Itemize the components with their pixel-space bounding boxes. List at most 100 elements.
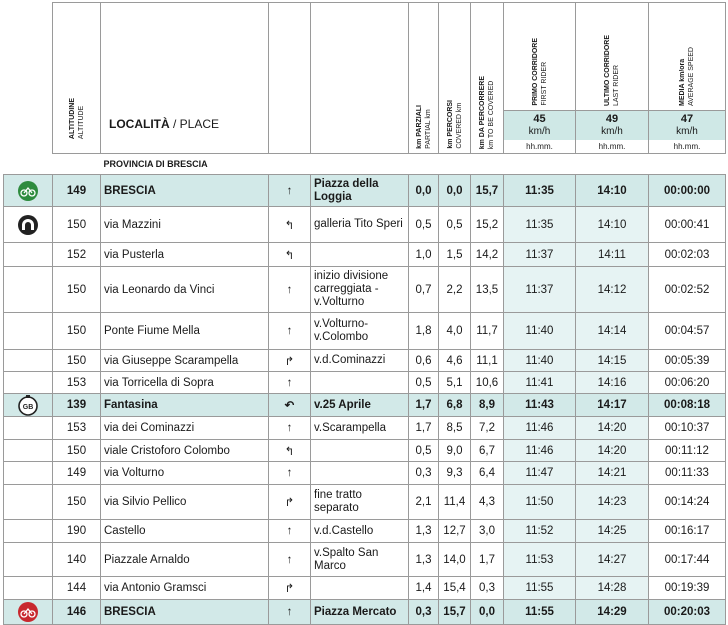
- speed: 45: [533, 113, 546, 125]
- partial-km: 0,5: [408, 371, 439, 394]
- covered-km: 15,7: [438, 599, 471, 625]
- remaining-km: 13,5: [470, 266, 504, 313]
- covered-km: 12,7: [438, 519, 471, 543]
- direction: ↱: [268, 349, 311, 372]
- section-spacer: [4, 154, 53, 175]
- icon-cell: [3, 416, 53, 440]
- last-rider-time: 14:11: [575, 242, 649, 267]
- place: BRESCIA: [100, 174, 269, 207]
- altitude: 153: [52, 371, 101, 394]
- stage-icon: [18, 214, 38, 235]
- direction: ↰: [268, 206, 311, 243]
- altitude: 146: [52, 599, 101, 625]
- svg-text:GB: GB: [23, 404, 34, 411]
- last-rider-time: 14:27: [575, 542, 649, 577]
- altitude: 150: [52, 266, 101, 313]
- last-rider-time: 14:29: [575, 599, 649, 625]
- covered-km: 0,5: [438, 206, 471, 243]
- header-en: ALTITUDE: [77, 105, 85, 139]
- first-rider-time: 11:40: [503, 312, 576, 350]
- last-rider-time: 14:20: [575, 416, 649, 440]
- header-en: km TO BE COVERED: [488, 80, 495, 149]
- partial-km: 0,3: [408, 599, 439, 625]
- partial-km: 0,0: [408, 174, 439, 207]
- stage-icon: [18, 602, 38, 622]
- header-last: ULTIMO CORRIDORE LAST RIDER 49 km/h hh.mm.: [575, 2, 649, 154]
- last-rider-time: 14:15: [575, 349, 649, 372]
- header-it: km DA PERCORRERE: [479, 75, 486, 149]
- direction: ↑: [268, 599, 311, 625]
- icon-cell: [3, 439, 53, 462]
- altitude: 150: [52, 349, 101, 372]
- icon-cell: [3, 174, 53, 207]
- remaining-km: 14,2: [470, 242, 504, 267]
- average-time: 00:05:39: [648, 349, 726, 372]
- format: hh.mm.: [526, 142, 553, 151]
- road: [310, 371, 409, 394]
- header-road: [310, 2, 409, 154]
- covered-km: 4,6: [438, 349, 471, 372]
- covered-km: 11,4: [438, 484, 471, 520]
- itinerary-row: 150 via Leonardo da Vinci ↑ inizio division…: [3, 266, 726, 313]
- altitude: 152: [52, 242, 101, 267]
- average-time: 00:04:57: [648, 312, 726, 350]
- average-time: 00:19:39: [648, 576, 726, 600]
- partial-km: 1,3: [408, 519, 439, 543]
- covered-km: 5,1: [438, 371, 471, 394]
- stage-icon: GB: [18, 395, 38, 416]
- direction: ↰: [268, 439, 311, 462]
- first-rider-time: 11:37: [503, 266, 576, 313]
- last-rider-time: 14:10: [575, 174, 649, 207]
- covered-km: 9,3: [438, 461, 471, 485]
- itinerary-row: 153 via Torricella di Sopra ↑ 0,5 5,1 10,6 11:…: [3, 371, 726, 394]
- place: Piazzale Arnaldo: [100, 542, 269, 577]
- remaining-km: 6,7: [470, 439, 504, 462]
- section-title: PROVINCIA DI BRESCIA: [100, 153, 726, 175]
- direction: ↑: [268, 519, 311, 543]
- speed: 47: [680, 113, 694, 125]
- partial-km: 1,4: [408, 576, 439, 600]
- partial-km: 0,6: [408, 349, 439, 372]
- partial-km: 1,7: [408, 393, 439, 417]
- header-direction: [268, 2, 311, 154]
- altitude: 139: [52, 393, 101, 417]
- unit: km/h: [528, 126, 551, 137]
- partial-km: 1,3: [408, 542, 439, 577]
- header-en: LAST RIDER: [613, 64, 620, 106]
- covered-km: 6,8: [438, 393, 471, 417]
- header-remaining: km DA PERCORRERE km TO BE COVERED: [470, 2, 504, 154]
- place: via Giuseppe Scarampella: [100, 349, 269, 372]
- remaining-km: 11,1: [470, 349, 504, 372]
- itinerary-row: 144 via Antonio Gramsci ↱ 1,4 15,4 0,3 11:55 14…: [3, 576, 726, 600]
- itinerary-row: 149 BRESCIA ↑ Piazza della Loggia 0,0 0,0 15,7…: [3, 174, 726, 207]
- place: via Antonio Gramsci: [100, 576, 269, 600]
- icon-cell: [3, 242, 53, 267]
- road: v.25 Aprile: [310, 393, 409, 417]
- first-rider-time: 11:46: [503, 439, 576, 462]
- road: v.d.Cominazzi: [310, 349, 409, 372]
- direction: ↑: [268, 461, 311, 485]
- remaining-km: 10,6: [470, 371, 504, 394]
- header-average: MEDIA km/ora AVERAGE SPEED 47 km/h hh.mm.: [648, 2, 726, 154]
- direction: ↑: [268, 371, 311, 394]
- format: hh.mm.: [673, 142, 701, 151]
- average-time: 00:00:00: [648, 174, 726, 207]
- icon-cell: [3, 461, 53, 485]
- altitude: 140: [52, 542, 101, 577]
- direction: ↑: [268, 416, 311, 440]
- header-en: FIRST RIDER: [540, 62, 548, 106]
- road: v.Volturno-v.Colombo: [310, 312, 409, 350]
- last-rider-time: 14:17: [575, 393, 649, 417]
- remaining-km: 7,2: [470, 416, 504, 440]
- itinerary-table: ALTITUDINE ALTITUDE LOCALITÀ / PLACE km P…: [3, 2, 726, 625]
- itinerary-row: 150 via Silvio Pellico ↱ fine tratto separa…: [3, 484, 726, 520]
- itinerary-row: 140 Piazzale Arnaldo ↑ v.Spalto San Marco 1,…: [3, 542, 726, 577]
- header-icon: [4, 3, 53, 154]
- altitude: 144: [52, 576, 101, 600]
- speed-box: 45 km/h: [504, 110, 575, 140]
- table-body: ALTITUDINE ALTITUDE LOCALITÀ / PLACE km P…: [3, 2, 726, 625]
- place: viale Cristoforo Colombo: [100, 439, 269, 462]
- average-time: 00:14:24: [648, 484, 726, 520]
- icon-cell: [3, 576, 53, 600]
- partial-km: 0,3: [408, 461, 439, 485]
